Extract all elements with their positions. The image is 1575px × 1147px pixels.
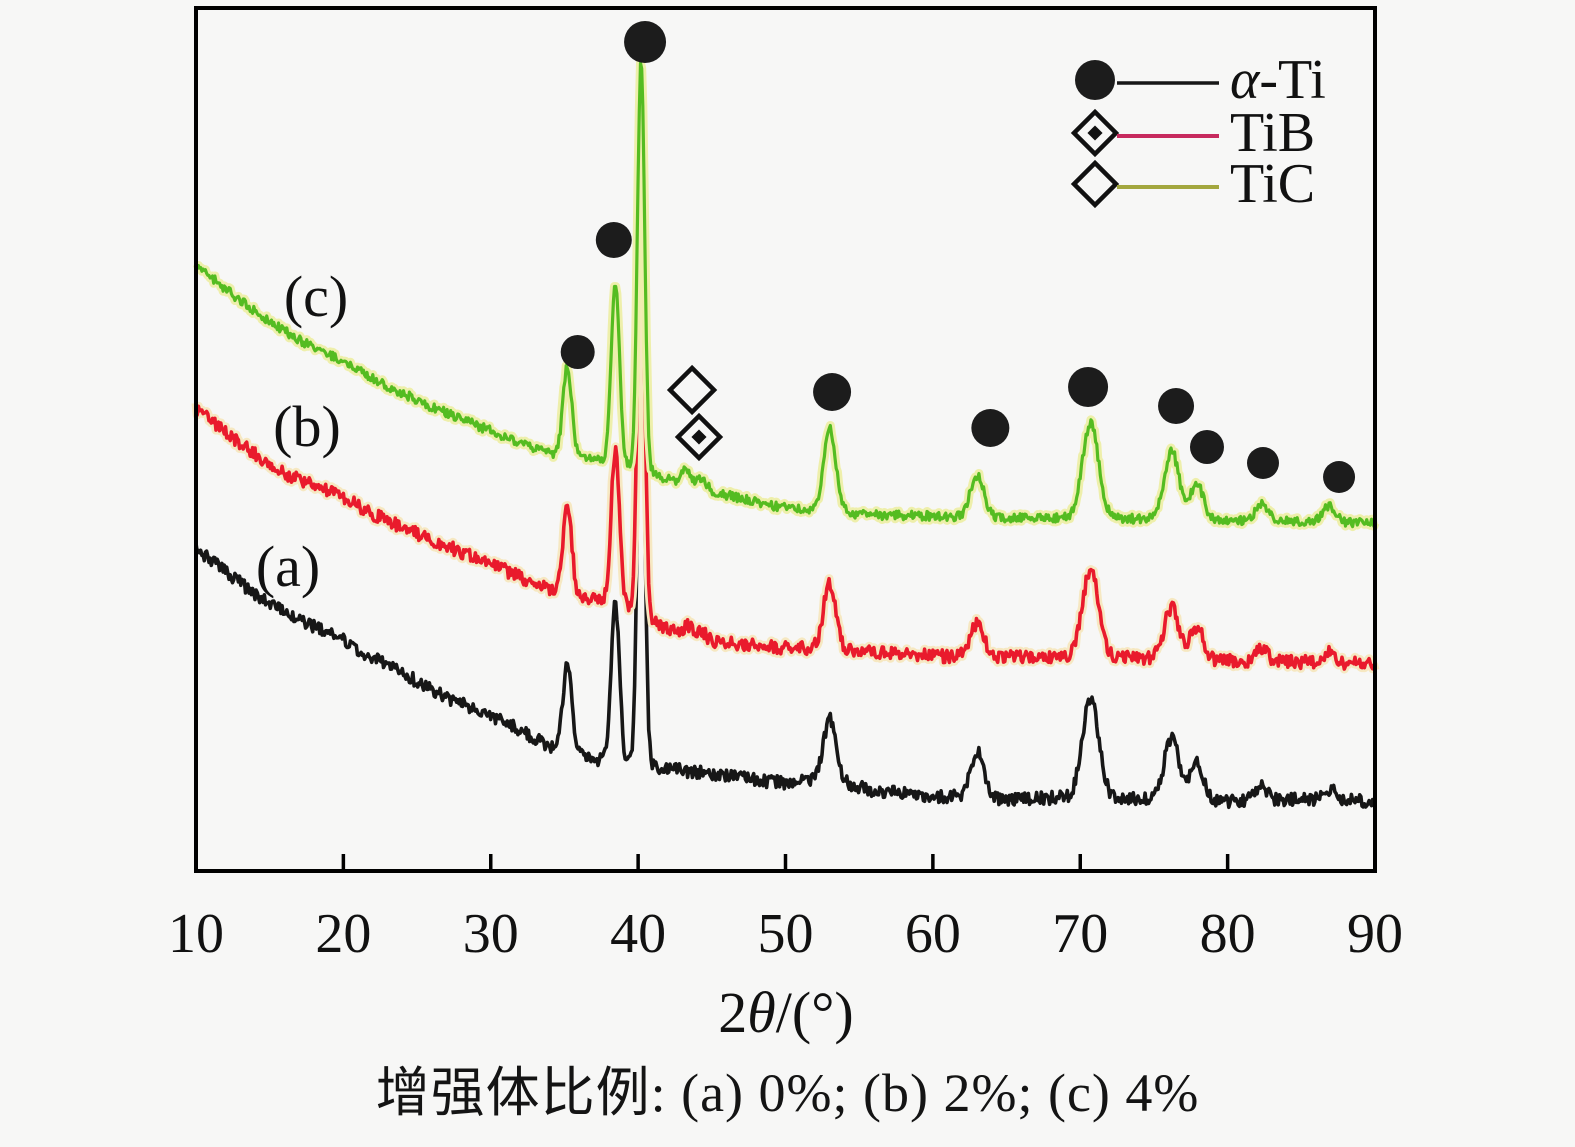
x-axis-label: 2θ/(°) — [718, 980, 853, 1045]
x-tick-label-20: 20 — [315, 903, 371, 965]
series-curve-4% — [195, 61, 1377, 529]
legend-marker-Ti — [1075, 60, 1115, 100]
alpha-ti-peak-marker — [1158, 388, 1195, 424]
x-axis-tick-labels: 10 20 30 40 50 60 70 80 90 — [168, 903, 1403, 965]
x-tick-label-40: 40 — [610, 903, 666, 965]
figure-caption: 增强体比例: (a) 0%; (b) 2%; (c) 4% — [375, 1063, 1200, 1123]
legend-marker-TiB-dot — [1087, 125, 1103, 141]
x-axis-label-prefix: 2 — [718, 980, 747, 1045]
alpha-ti-peak-marker — [624, 21, 667, 63]
series-labels: (a) (b) (c) — [256, 264, 348, 599]
series-label-4%: (c) — [284, 264, 348, 329]
x-tick-label-70: 70 — [1052, 903, 1108, 965]
series-curve-0% — [194, 331, 1377, 810]
alpha-ti-peak-marker — [1246, 447, 1279, 479]
x-tick-label-80: 80 — [1200, 903, 1256, 965]
x-axis-label-theta: θ — [747, 980, 776, 1045]
tic-peak-marker — [666, 364, 718, 416]
peak-markers — [560, 21, 1356, 493]
x-tick-label-90: 90 — [1347, 903, 1403, 965]
x-axis-ticks — [341, 854, 1230, 871]
x-axis-label-suffix: /(°) — [776, 980, 854, 1045]
xrd-curves — [191, 58, 1380, 810]
x-tick-label-10: 10 — [168, 903, 224, 965]
x-tick-label-30: 30 — [463, 903, 519, 965]
series-label-0%: (a) — [256, 534, 320, 599]
legend-marker-TiC — [1070, 159, 1120, 209]
alpha-ti-peak-marker — [971, 409, 1010, 447]
alpha-ti-peak-marker — [1068, 367, 1109, 407]
tib-peak-marker-dot — [691, 429, 707, 445]
x-tick-label-50: 50 — [758, 903, 814, 965]
alpha-ti-peak-marker — [560, 335, 595, 369]
alpha-ti-peak-marker — [595, 222, 632, 258]
alpha-ti-peak-marker — [1189, 430, 1224, 464]
alpha-ti-peak-marker — [1323, 461, 1356, 493]
x-tick-label-60: 60 — [905, 903, 961, 965]
series-label-2%: (b) — [273, 394, 341, 459]
legend-label-1: TiB — [1230, 102, 1315, 164]
series-curve-2% — [194, 205, 1377, 671]
legend-label-2: TiC — [1230, 153, 1315, 215]
legend-label-0: α-Ti — [1230, 49, 1326, 111]
alpha-ti-peak-marker — [813, 373, 852, 411]
tib-peak-marker — [674, 412, 724, 462]
legend-marker-TiB — [1070, 108, 1120, 158]
